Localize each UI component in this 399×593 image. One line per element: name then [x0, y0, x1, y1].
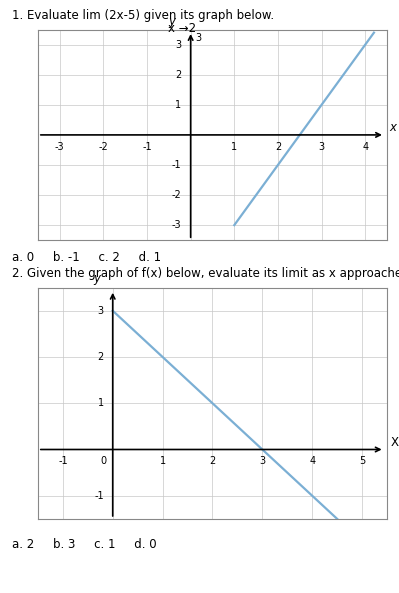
Text: 4: 4 — [309, 457, 315, 467]
Text: a. 2     b. 3     c. 1     d. 0: a. 2 b. 3 c. 1 d. 0 — [12, 538, 156, 551]
Text: 1. Evaluate lim (2x-5) given its graph below.: 1. Evaluate lim (2x-5) given its graph b… — [12, 9, 274, 23]
Text: 2. Given the graph of f(x) below, evaluate its limit as x approaches 3.: 2. Given the graph of f(x) below, evalua… — [12, 267, 399, 280]
Text: 3: 3 — [195, 33, 201, 43]
Text: 2: 2 — [97, 352, 104, 362]
Text: y: y — [93, 272, 100, 285]
Text: a. 0     b. -1     c. 2     d. 1: a. 0 b. -1 c. 2 d. 1 — [12, 251, 161, 264]
Text: 5: 5 — [359, 457, 365, 467]
Text: 3: 3 — [259, 457, 265, 467]
Text: 3: 3 — [98, 306, 104, 315]
Text: -3: -3 — [55, 142, 65, 152]
Text: x: x — [389, 121, 396, 134]
Text: x →2: x →2 — [168, 22, 196, 35]
Text: 1: 1 — [231, 142, 237, 152]
Text: -2: -2 — [99, 142, 108, 152]
Text: 4: 4 — [362, 142, 368, 152]
Text: 1: 1 — [98, 398, 104, 408]
Text: -1: -1 — [142, 142, 152, 152]
Text: -2: -2 — [171, 190, 181, 200]
Text: X: X — [391, 436, 399, 449]
Text: 0: 0 — [101, 457, 107, 467]
Text: -3: -3 — [172, 220, 181, 230]
Text: 2: 2 — [175, 70, 181, 80]
Text: 3: 3 — [175, 40, 181, 50]
Text: -1: -1 — [94, 491, 104, 500]
Text: y: y — [168, 15, 176, 28]
Text: 1: 1 — [160, 457, 166, 467]
Text: 2: 2 — [209, 457, 215, 467]
Text: -1: -1 — [172, 160, 181, 170]
Text: 3: 3 — [318, 142, 325, 152]
Text: -1: -1 — [58, 457, 68, 467]
Text: 2: 2 — [275, 142, 281, 152]
Text: 1: 1 — [175, 100, 181, 110]
